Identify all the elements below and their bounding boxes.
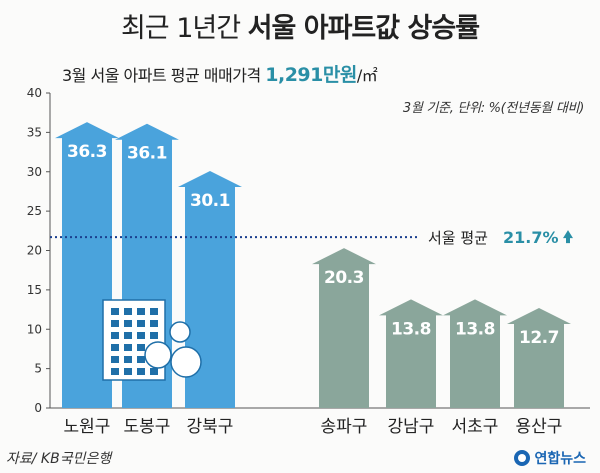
publisher-logo: 연합뉴스	[514, 448, 586, 468]
building-window	[124, 308, 132, 315]
building-window	[124, 344, 132, 351]
category-label: 서초구	[452, 417, 499, 437]
bar-송파구	[312, 248, 376, 408]
building-window	[150, 308, 158, 315]
building-window	[137, 368, 145, 375]
y-tick-label: 15	[27, 283, 42, 297]
chart-title: 최근 1년간 서울 아파트값 상승률	[0, 6, 600, 45]
y-tick-label: 30	[27, 165, 42, 179]
unit-note: 3월 기준, 단위: %(전년동월 대비)	[402, 101, 584, 116]
value-label: 20.3	[324, 268, 364, 288]
title-main: 서울 아파트값 상승률	[247, 13, 480, 44]
y-tick-label: 35	[27, 125, 42, 139]
building-window	[124, 356, 132, 363]
y-tick-label: 0	[34, 401, 42, 415]
price-unit: /㎡	[356, 66, 378, 85]
building-window	[150, 320, 158, 327]
average-label: 서울 평균	[428, 229, 488, 247]
bar-강남구	[379, 299, 443, 408]
person-illustration	[169, 321, 191, 343]
value-label: 13.8	[455, 319, 495, 339]
building-window	[111, 320, 119, 327]
building-window	[111, 368, 119, 375]
building-window	[137, 320, 145, 327]
value-label: 13.8	[391, 319, 431, 339]
building-window	[111, 308, 119, 315]
y-tick-label: 20	[27, 244, 42, 258]
building-window	[111, 356, 119, 363]
value-label: 36.1	[127, 144, 167, 164]
subtitle-text: 3월 서울 아파트 평균 매매가격	[62, 66, 261, 85]
y-tick-label: 25	[27, 204, 42, 218]
title-prefix: 최근 1년간	[120, 13, 241, 44]
y-tick-label: 5	[34, 362, 42, 376]
building-window	[137, 308, 145, 315]
value-label: 36.3	[67, 142, 107, 162]
category-label: 노원구	[64, 417, 111, 437]
category-label: 강남구	[388, 417, 435, 437]
money-bag-illustration	[144, 341, 172, 369]
category-label: 도봉구	[124, 417, 171, 437]
building-window	[137, 356, 145, 363]
bar-용산구	[507, 307, 571, 408]
up-arrow-icon	[563, 230, 573, 244]
building-window	[124, 320, 132, 327]
category-label: 용산구	[516, 417, 563, 437]
logo-text: 연합뉴스	[534, 451, 586, 467]
y-tick-label: 10	[27, 322, 42, 336]
building-window	[137, 332, 145, 339]
building-window	[150, 368, 158, 375]
building-window	[111, 344, 119, 351]
building-window	[137, 344, 145, 351]
y-tick-label: 40	[27, 86, 42, 100]
building-window	[111, 332, 119, 339]
value-label: 12.7	[519, 328, 559, 348]
chart-subtitle: 3월 서울 아파트 평균 매매가격 1,291만원/㎡	[62, 60, 378, 87]
bar-서초구	[443, 299, 507, 408]
building-window	[124, 368, 132, 375]
category-label: 송파구	[321, 417, 368, 437]
money-bag-illustration	[170, 346, 202, 378]
building-window	[150, 332, 158, 339]
category-label: 강북구	[187, 417, 234, 437]
logo-icon	[514, 450, 531, 466]
building-window	[124, 332, 132, 339]
value-label: 30.1	[190, 191, 230, 211]
average-value: 21.7%	[503, 228, 559, 247]
average-price: 1,291만원	[265, 64, 357, 86]
source-note: 자료/ KB국민은행	[6, 451, 112, 467]
